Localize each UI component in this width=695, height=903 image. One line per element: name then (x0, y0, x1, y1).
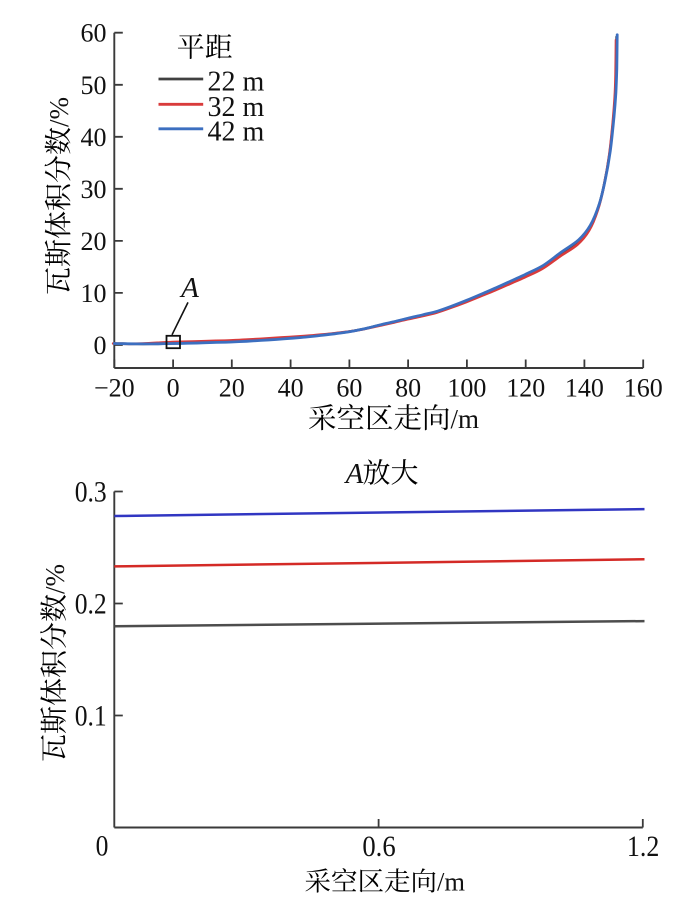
svg-text:60: 60 (81, 19, 107, 48)
svg-text:A: A (344, 458, 364, 490)
svg-text:0: 0 (94, 331, 107, 360)
svg-text:0.1: 0.1 (75, 700, 107, 732)
svg-text:22 m: 22 m (208, 67, 265, 98)
svg-text:20: 20 (81, 227, 107, 256)
svg-text:40: 40 (278, 374, 304, 403)
svg-text:60: 60 (336, 374, 362, 403)
svg-text:160: 160 (624, 374, 663, 403)
svg-text:/m: /m (451, 404, 480, 434)
svg-text:32 m: 32 m (208, 92, 265, 123)
svg-text:/%: /% (40, 564, 70, 594)
svg-text:0: 0 (96, 830, 109, 862)
svg-text:50: 50 (81, 71, 107, 100)
svg-text:42 m: 42 m (208, 116, 265, 147)
svg-text:/%: /% (44, 97, 74, 127)
svg-text:1.2: 1.2 (627, 831, 659, 863)
svg-text:30: 30 (81, 175, 107, 204)
svg-text:−20: −20 (94, 374, 135, 403)
svg-text:A: A (179, 272, 199, 304)
svg-text:120: 120 (506, 374, 545, 403)
svg-text:0.6: 0.6 (362, 831, 395, 863)
svg-text:100: 100 (447, 374, 486, 403)
svg-text:80: 80 (395, 374, 421, 403)
svg-text:140: 140 (565, 374, 604, 403)
svg-text:0.3: 0.3 (75, 476, 107, 508)
svg-text:20: 20 (219, 374, 245, 403)
svg-text:0.2: 0.2 (75, 588, 107, 620)
svg-text:/m: /m (437, 867, 465, 897)
svg-text:40: 40 (81, 123, 107, 152)
svg-text:10: 10 (81, 279, 107, 308)
svg-text:0: 0 (167, 374, 180, 403)
